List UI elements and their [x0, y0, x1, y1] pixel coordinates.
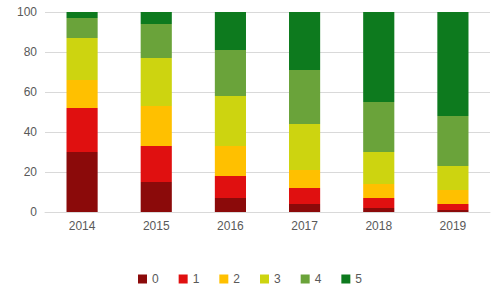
svg-text:80: 80 — [24, 45, 38, 59]
svg-text:0: 0 — [152, 272, 159, 286]
svg-text:4: 4 — [315, 272, 322, 286]
svg-text:100: 100 — [17, 5, 37, 19]
svg-text:2: 2 — [233, 272, 240, 286]
svg-text:40: 40 — [24, 125, 38, 139]
svg-text:5: 5 — [355, 272, 362, 286]
svg-text:2018: 2018 — [365, 219, 392, 233]
svg-text:2015: 2015 — [143, 219, 170, 233]
svg-text:1: 1 — [193, 272, 200, 286]
svg-text:0: 0 — [30, 205, 37, 219]
svg-text:2016: 2016 — [217, 219, 244, 233]
svg-text:3: 3 — [274, 272, 281, 286]
svg-text:2019: 2019 — [440, 219, 467, 233]
svg-text:2014: 2014 — [69, 219, 96, 233]
svg-text:2017: 2017 — [291, 219, 318, 233]
svg-text:20: 20 — [24, 165, 38, 179]
svg-text:60: 60 — [24, 85, 38, 99]
